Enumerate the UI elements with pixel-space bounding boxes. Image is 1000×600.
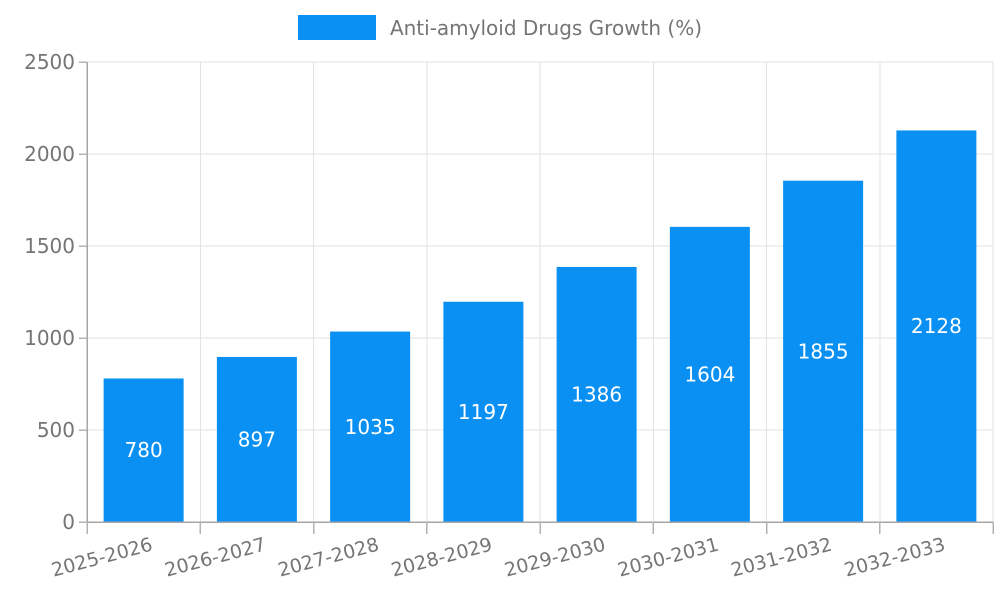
x-category-label: 2025-2026 bbox=[49, 534, 155, 582]
y-tick-label: 1000 bbox=[24, 326, 75, 350]
bar-value-label: 2128 bbox=[911, 314, 962, 338]
x-category-label: 2029-2030 bbox=[502, 534, 608, 582]
x-category-label: 2032-2033 bbox=[842, 534, 948, 582]
bar-value-label: 1604 bbox=[684, 362, 735, 386]
y-tick-label: 1500 bbox=[24, 234, 75, 258]
bar bbox=[103, 378, 184, 522]
y-tick-label: 2500 bbox=[24, 50, 75, 74]
bar-value-label: 1855 bbox=[798, 339, 849, 363]
legend-label: Anti-amyloid Drugs Growth (%) bbox=[389, 15, 703, 40]
x-category-label: 2028-2029 bbox=[389, 534, 495, 582]
x-category-label: 2030-2031 bbox=[615, 534, 721, 582]
bar bbox=[556, 266, 637, 522]
bar bbox=[896, 130, 977, 522]
legend: Anti-amyloid Drugs Growth (%) bbox=[0, 15, 1000, 40]
x-category-label: 2026-2027 bbox=[162, 534, 268, 582]
bar bbox=[330, 331, 411, 522]
bar-value-label: 780 bbox=[125, 438, 163, 462]
y-tick-label: 500 bbox=[37, 418, 75, 442]
y-tick-label: 2000 bbox=[24, 142, 75, 166]
bar bbox=[216, 356, 297, 522]
bar-value-label: 1197 bbox=[458, 400, 509, 424]
bar-value-label: 1386 bbox=[571, 382, 622, 406]
bar-value-label: 1035 bbox=[345, 415, 396, 439]
x-category-label: 2027-2028 bbox=[276, 534, 382, 582]
legend-swatch bbox=[297, 15, 376, 40]
y-tick-label: 0 bbox=[62, 510, 75, 534]
bar bbox=[443, 301, 524, 522]
bar bbox=[669, 226, 750, 522]
bar-value-label: 897 bbox=[238, 427, 276, 451]
bar bbox=[783, 180, 864, 522]
x-category-label: 2031-2032 bbox=[729, 534, 835, 582]
